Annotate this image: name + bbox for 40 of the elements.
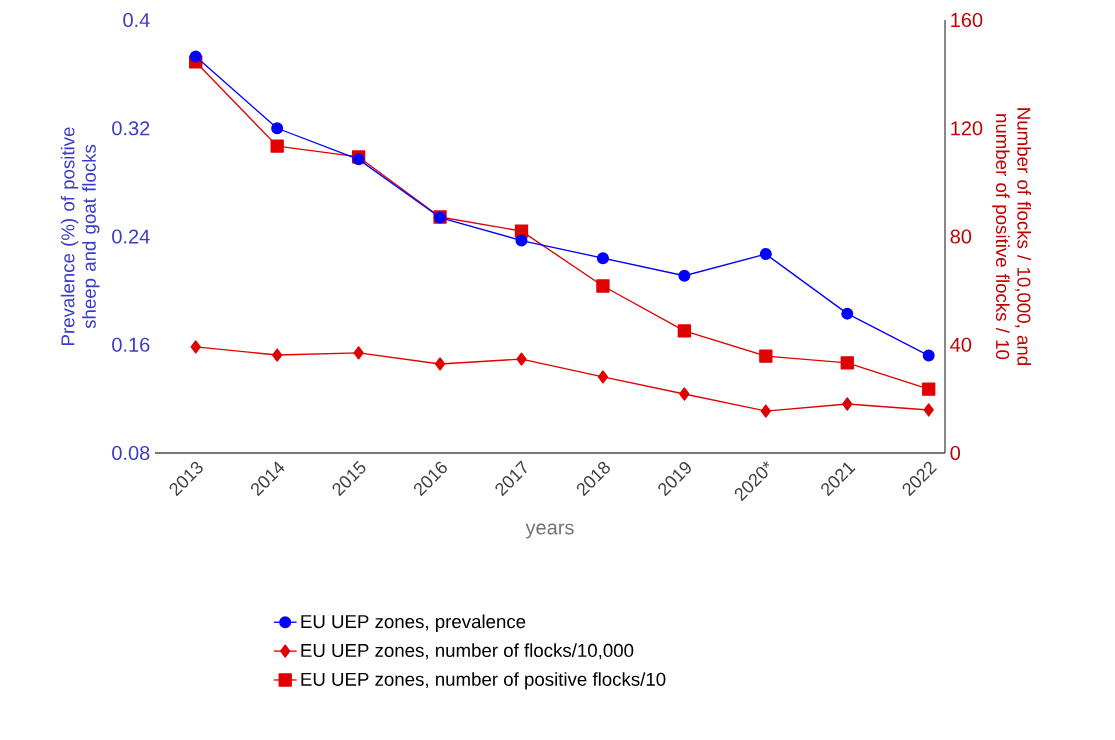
y-tick-label: 0.08 xyxy=(112,445,150,461)
point xyxy=(434,357,446,371)
point xyxy=(679,387,690,401)
point xyxy=(922,349,935,362)
point xyxy=(353,346,364,360)
y-tick-label: 0.4 xyxy=(123,12,150,28)
point xyxy=(515,234,528,247)
point xyxy=(271,122,284,135)
y2-tick-label: 40 xyxy=(950,337,972,352)
point xyxy=(923,403,934,417)
y-tick-label: 0.16 xyxy=(112,337,150,352)
point xyxy=(759,248,772,261)
y-tick-label: 0.24 xyxy=(112,229,150,244)
y-tick-label: 0.32 xyxy=(112,121,150,136)
legend-label: EU UEP zones, prevalence xyxy=(301,614,526,632)
point xyxy=(677,324,692,338)
y2-tick-label: 0 xyxy=(950,445,961,461)
point xyxy=(189,50,202,63)
y2-axis-title: Number of flocks / 10,000, and number of positive flocks / 10 xyxy=(992,108,1031,365)
point xyxy=(841,307,854,320)
y2-tick-label: 80 xyxy=(950,229,972,244)
legend-label: EU UEP zones, number of positive flocks/10 xyxy=(301,672,666,690)
x-axis-title: years xyxy=(525,523,574,539)
y-axis-title: Prevalence (%) of positive sheep and goat flocks xyxy=(60,127,100,345)
y2-tick-label: 120 xyxy=(951,121,983,136)
point xyxy=(678,269,691,282)
point xyxy=(760,404,771,418)
point xyxy=(840,356,854,370)
point xyxy=(270,139,284,153)
point xyxy=(596,279,610,293)
point xyxy=(596,252,609,265)
y2-tick-label: 160 xyxy=(951,12,983,28)
point xyxy=(922,382,936,396)
point xyxy=(190,340,201,354)
point xyxy=(842,397,853,411)
point xyxy=(516,352,527,366)
point xyxy=(759,349,773,363)
point xyxy=(272,348,283,362)
point xyxy=(597,370,609,384)
legend-label: EU UEP zones, number of flocks/10,000 xyxy=(301,643,634,660)
